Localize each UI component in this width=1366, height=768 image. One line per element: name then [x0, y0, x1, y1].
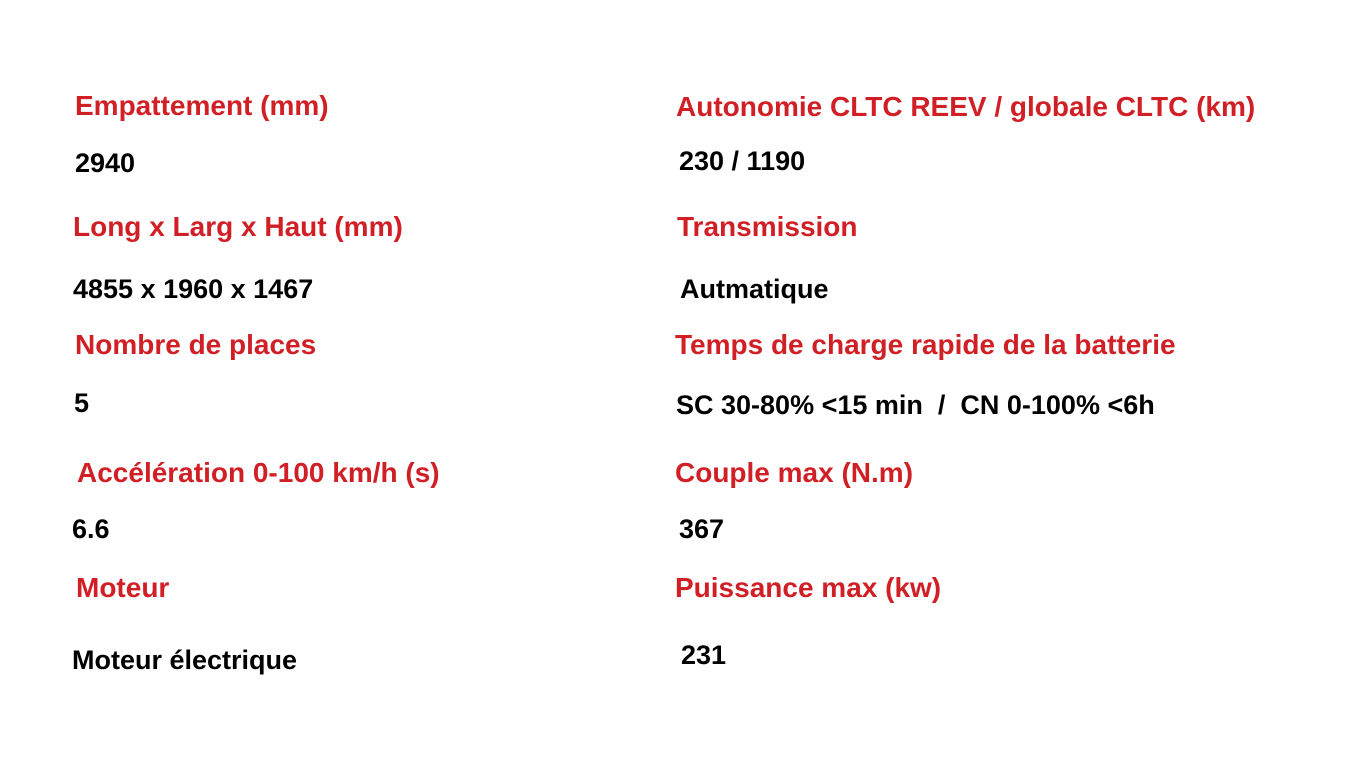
spec-label-dimensions: Long x Larg x Haut (mm)	[73, 211, 403, 242]
spec-value-motor: Moteur électrique	[72, 645, 298, 675]
spec-value-power: 231	[681, 640, 727, 670]
spec-label-charge-time: Temps de charge rapide de la batterie	[675, 329, 1176, 360]
spec-label-transmission: Transmission	[677, 211, 858, 242]
spec-value-torque: 367	[679, 514, 725, 544]
spec-value-transmission: Autmatique	[680, 274, 829, 304]
spec-label-torque: Couple max (N.m)	[675, 457, 914, 488]
spec-value-charge-time: SC 30-80% <15 min / CN 0-100% <6h	[676, 390, 1155, 420]
spec-value-acceleration: 6.6	[72, 514, 110, 544]
spec-label-acceleration: Accélération 0-100 km/h (s)	[77, 457, 440, 488]
spec-label-wheelbase: Empattement (mm)	[75, 90, 329, 121]
spec-value-seats: 5	[74, 388, 90, 418]
spec-value-dimensions: 4855 x 1960 x 1467	[73, 274, 314, 304]
spec-label-seats: Nombre de places	[75, 329, 317, 360]
spec-label-range: Autonomie CLTC REEV / globale CLTC (km)	[676, 91, 1256, 122]
spec-value-range: 230 / 1190	[679, 146, 806, 176]
spec-label-motor: Moteur	[76, 572, 170, 603]
spec-value-wheelbase: 2940	[75, 148, 136, 178]
spec-label-power: Puissance max (kw)	[675, 572, 942, 603]
